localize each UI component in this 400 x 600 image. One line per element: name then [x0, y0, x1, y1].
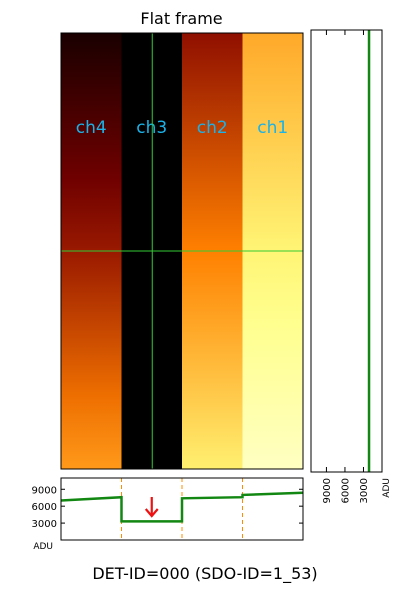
figure-title: Flat frame — [140, 9, 223, 28]
channel-label-ch1: ch1 — [257, 118, 288, 138]
y-tick-label-6000: 6000 — [32, 502, 57, 513]
x-tick-label-9000: 9000 — [322, 478, 333, 503]
row-profile-series — [60, 491, 304, 523]
detector-id-caption: DET-ID=000 (SDO-ID=1_53) — [92, 564, 318, 583]
x-axis-label: ADU — [382, 478, 392, 498]
channel-label-ch4: ch4 — [76, 118, 107, 138]
image-frame — [60, 32, 304, 470]
y-tick-label-3000: 3000 — [32, 519, 57, 530]
x-tick-label-3000: 3000 — [359, 478, 370, 503]
column-profile-plot: 9000 6000 3000 ADU — [310, 29, 392, 503]
column-profile-frame — [310, 29, 383, 473]
y-tick-label-9000: 9000 — [32, 485, 57, 496]
x-tick-label-6000: 6000 — [340, 478, 351, 503]
flat-frame-image: ch4 ch3 ch2 ch1 — [60, 32, 304, 470]
row-profile-frame — [60, 477, 304, 541]
dark-channel-arrowhead — [144, 508, 159, 518]
row-profile-plot: 3000 6000 9000 ADU — [32, 477, 304, 552]
y-axis-label: ADU — [33, 542, 53, 552]
channel-label-ch2: ch2 — [197, 118, 228, 138]
